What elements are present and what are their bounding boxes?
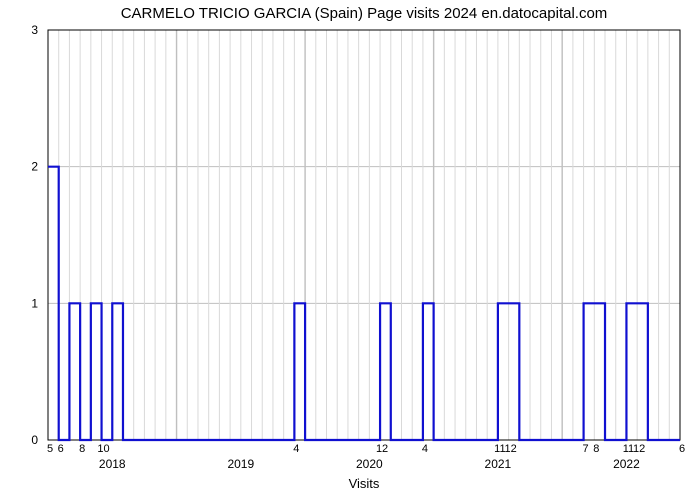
x-tick-label: 7 xyxy=(583,443,589,455)
chart-container: CARMELO TRICIO GARCIA (Spain) Page visit… xyxy=(0,0,700,500)
year-label: 2020 xyxy=(356,457,383,471)
x-tick-label: 5 xyxy=(47,443,53,455)
x-tick-label: 6 xyxy=(679,443,685,455)
x-tick-label: 12 xyxy=(376,443,388,455)
x-tick-label: 12 xyxy=(633,443,645,455)
x-axis-label: Visits xyxy=(349,476,380,491)
y-tick-label: 1 xyxy=(31,296,38,310)
x-tick-label: 8 xyxy=(79,443,85,455)
chart-svg: CARMELO TRICIO GARCIA (Spain) Page visit… xyxy=(0,0,700,500)
year-label: 2018 xyxy=(99,457,126,471)
x-tick-label: 10 xyxy=(97,443,109,455)
year-label: 2019 xyxy=(227,457,254,471)
x-tick-label: 4 xyxy=(293,443,299,455)
chart-title: CARMELO TRICIO GARCIA (Spain) Page visit… xyxy=(121,5,608,22)
x-tick-label: 6 xyxy=(58,443,64,455)
x-tick-label: 8 xyxy=(593,443,599,455)
y-tick-label: 0 xyxy=(31,433,38,447)
plot-area xyxy=(48,30,680,440)
year-label: 2021 xyxy=(485,457,512,471)
y-tick-label: 3 xyxy=(31,23,38,37)
x-tick-label: 4 xyxy=(422,443,428,455)
year-label: 2022 xyxy=(613,457,640,471)
y-tick-label: 2 xyxy=(31,160,38,174)
x-tick-label: 12 xyxy=(504,443,516,455)
